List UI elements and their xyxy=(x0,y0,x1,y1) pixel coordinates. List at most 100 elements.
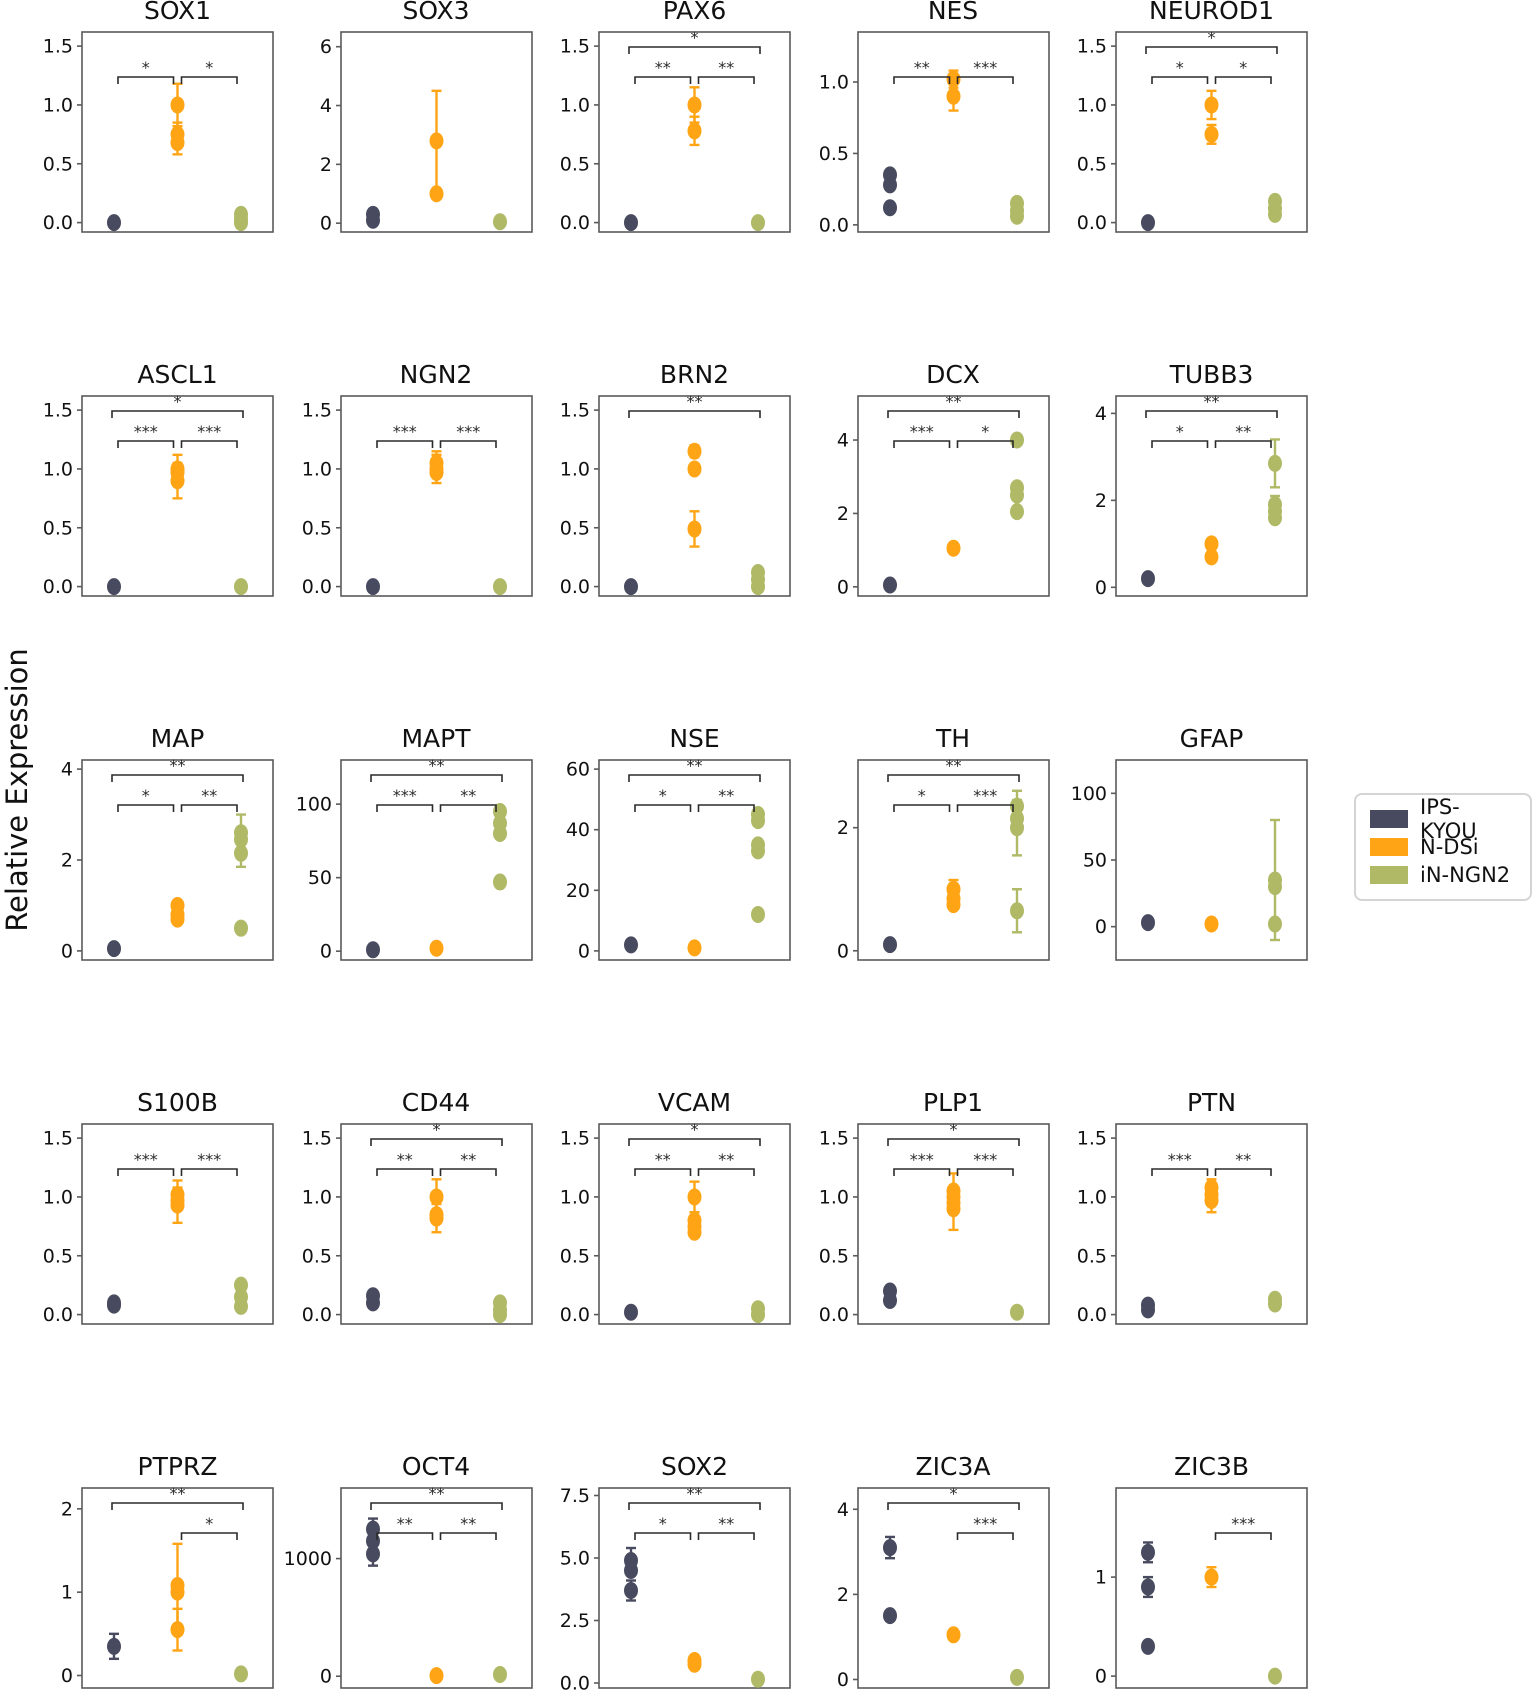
data-point xyxy=(170,1621,185,1639)
panel-DCX: DCX 0 2 4 *** * ** xyxy=(802,360,1054,612)
panel-title: SOX3 xyxy=(402,0,470,25)
legend-swatch-ips xyxy=(1370,810,1408,828)
y-tick-label: 0.5 xyxy=(301,1245,331,1267)
significance-stars: * xyxy=(205,58,213,77)
significance-stars: *** xyxy=(456,422,480,441)
panel-plot: 0 1 *** xyxy=(1095,1487,1308,1689)
panel-plot: 012*** xyxy=(61,1486,274,1689)
significance-bracket: ** xyxy=(375,1514,433,1540)
y-tick-label: 4 xyxy=(319,95,331,117)
significance-bracket: *** xyxy=(180,1150,238,1176)
y-tick-label: 0.5 xyxy=(1077,153,1107,175)
axes-box xyxy=(339,395,533,597)
data-point xyxy=(107,214,121,232)
significance-bracket: ** xyxy=(628,394,761,418)
significance-stars: ** xyxy=(687,758,703,775)
significance-stars: *** xyxy=(973,786,997,805)
y-tick-label: 0 xyxy=(61,940,73,962)
data-point xyxy=(751,578,765,596)
data-point xyxy=(751,842,765,860)
axes-box xyxy=(856,759,1050,961)
significance-stars: ** xyxy=(687,1486,703,1503)
data-point xyxy=(1204,1568,1219,1586)
significance-stars: *** xyxy=(392,786,416,805)
significance-stars: ** xyxy=(718,1150,734,1169)
data-point xyxy=(946,539,960,557)
data-point xyxy=(1009,1668,1024,1686)
y-tick-label: 50 xyxy=(1083,850,1107,872)
y-tick-label: 1.5 xyxy=(818,1128,848,1150)
significance-stars: ** xyxy=(655,58,671,77)
data-point xyxy=(687,520,702,538)
y-tick-label: 0.0 xyxy=(1077,212,1107,234)
axes-box xyxy=(598,395,791,597)
data-point xyxy=(1009,902,1024,920)
data-point xyxy=(1009,503,1024,521)
panel-plot: 0.0 0.5 1.0 1.5 *** *** xyxy=(301,395,533,598)
panel-plot: 0.0 0.5 1.0 1.5 * * xyxy=(43,31,274,234)
panel-title: NSE xyxy=(669,724,720,753)
significance-bracket: ** xyxy=(369,758,503,782)
panel-plot: 0.00.51.0** *** xyxy=(818,31,1050,236)
data-point xyxy=(234,1665,248,1683)
significance-bracket: ** xyxy=(634,58,692,84)
significance-stars: * xyxy=(1176,58,1184,77)
panel-BRN2: BRN2 0.0 0.5 1.0 1.5 ** xyxy=(543,360,795,612)
significance-bracket: *** xyxy=(892,422,950,448)
significance-bracket: ** xyxy=(892,58,950,84)
data-point xyxy=(751,1306,765,1324)
data-point xyxy=(492,578,507,596)
y-tick-label: 2 xyxy=(1095,490,1107,512)
significance-stars: * xyxy=(1176,422,1184,441)
significance-bracket: ** xyxy=(1145,394,1278,418)
significance-bracket: * xyxy=(117,58,175,84)
significance-stars: * xyxy=(691,30,699,47)
data-point xyxy=(1141,570,1155,588)
significance-bracket: * xyxy=(886,1122,1020,1146)
y-tick-label: 2 xyxy=(836,1584,848,1606)
data-point xyxy=(687,460,702,478)
significance-bracket: * xyxy=(1145,30,1278,54)
data-point xyxy=(882,176,897,194)
panel-OCT4: OCT4 0 1000 ** ** ** xyxy=(285,1452,537,1704)
significance-stars: ** xyxy=(170,758,186,775)
significance-bracket: ** xyxy=(111,1486,244,1510)
legend-label: IPS-KYOU xyxy=(1420,795,1477,843)
y-tick-label: 60 xyxy=(566,759,590,781)
y-tick-label: 1.0 xyxy=(560,458,590,480)
data-point xyxy=(107,1637,121,1655)
panel-PLP1: PLP1 0.0 0.5 1.0 1.5 *** *** * xyxy=(802,1088,1054,1340)
data-point xyxy=(492,825,507,843)
panel-plot: 024**** xyxy=(836,1486,1050,1691)
y-tick-label: 0.5 xyxy=(818,1245,848,1267)
significance-bracket: ** xyxy=(697,58,755,84)
data-point xyxy=(234,844,248,862)
y-tick-label: 0.0 xyxy=(43,1304,73,1326)
significance-bracket: ** xyxy=(697,1514,755,1540)
significance-stars: ** xyxy=(718,58,734,77)
panel-plot: 0.00.51.01.5*** **** xyxy=(43,394,274,598)
significance-stars: ** xyxy=(1235,422,1251,441)
axes-box xyxy=(1115,31,1308,233)
y-tick-label: 1.5 xyxy=(560,1128,590,1150)
panel-title: NES xyxy=(927,0,979,25)
panel-MAPT: MAPT 0 50 100 *** ** ** xyxy=(285,724,537,976)
panel-title: ZIC3B xyxy=(1173,1452,1249,1481)
data-point xyxy=(1204,1191,1219,1209)
data-point xyxy=(1204,548,1219,566)
y-tick-label: 1.5 xyxy=(301,1128,331,1150)
legend: IPS-KYOU N-DSi iN-NGN2 xyxy=(1354,793,1532,901)
significance-stars: *** xyxy=(197,422,221,441)
data-point xyxy=(882,1539,897,1557)
panel-NSE: NSE 0 20 40 60 * ** ** xyxy=(543,724,795,976)
data-point xyxy=(624,1303,638,1321)
significance-stars: ** xyxy=(1204,394,1220,411)
y-tick-label: 0.0 xyxy=(43,576,73,598)
significance-bracket: *** xyxy=(117,1150,175,1176)
y-tick-label: 1.5 xyxy=(560,400,590,422)
data-point xyxy=(1204,915,1219,933)
panel-plot: 0.00.51.01.5***** xyxy=(301,1122,533,1326)
significance-bracket: *** xyxy=(375,786,433,812)
panel-title: CD44 xyxy=(401,1088,471,1117)
significance-bracket: * xyxy=(117,786,175,812)
